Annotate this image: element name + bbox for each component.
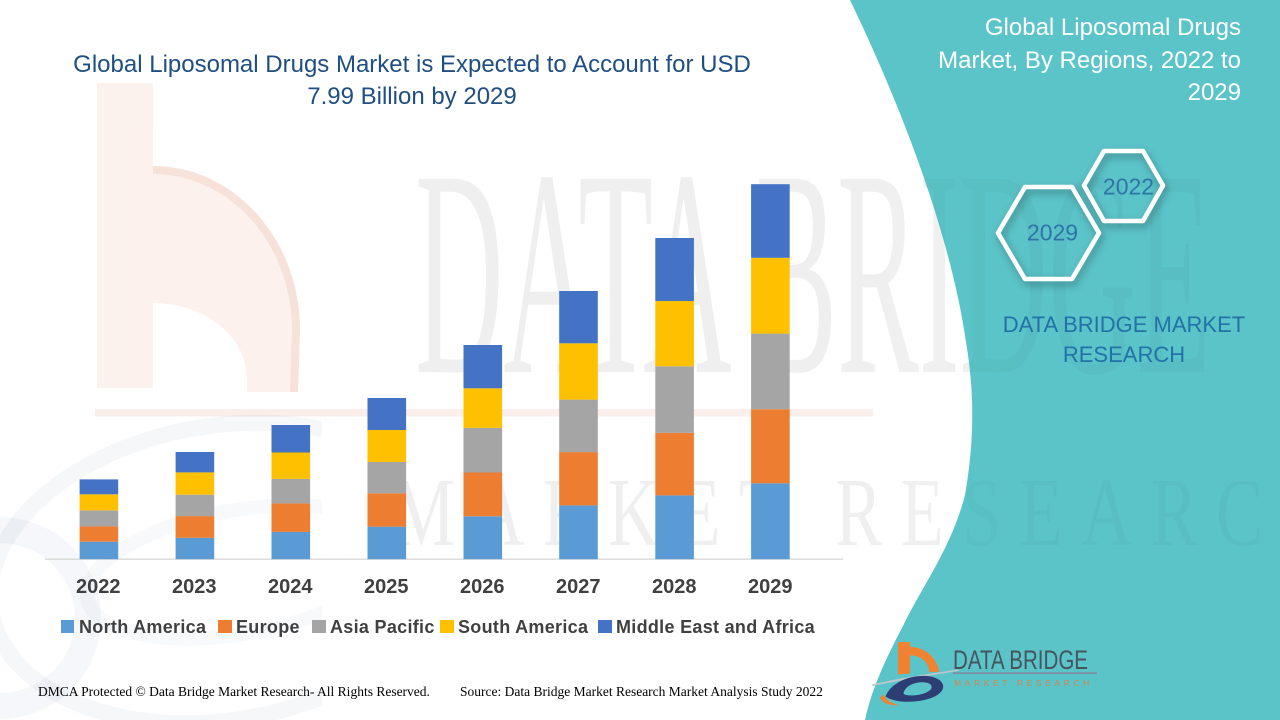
svg-text:DATA BRIDGE: DATA BRIDGE <box>953 645 1088 675</box>
svg-text:2022: 2022 <box>1103 174 1154 200</box>
svg-text:2029: 2029 <box>1027 220 1078 246</box>
svg-text:MARKET RESEARCH: MARKET RESEARCH <box>954 678 1093 688</box>
